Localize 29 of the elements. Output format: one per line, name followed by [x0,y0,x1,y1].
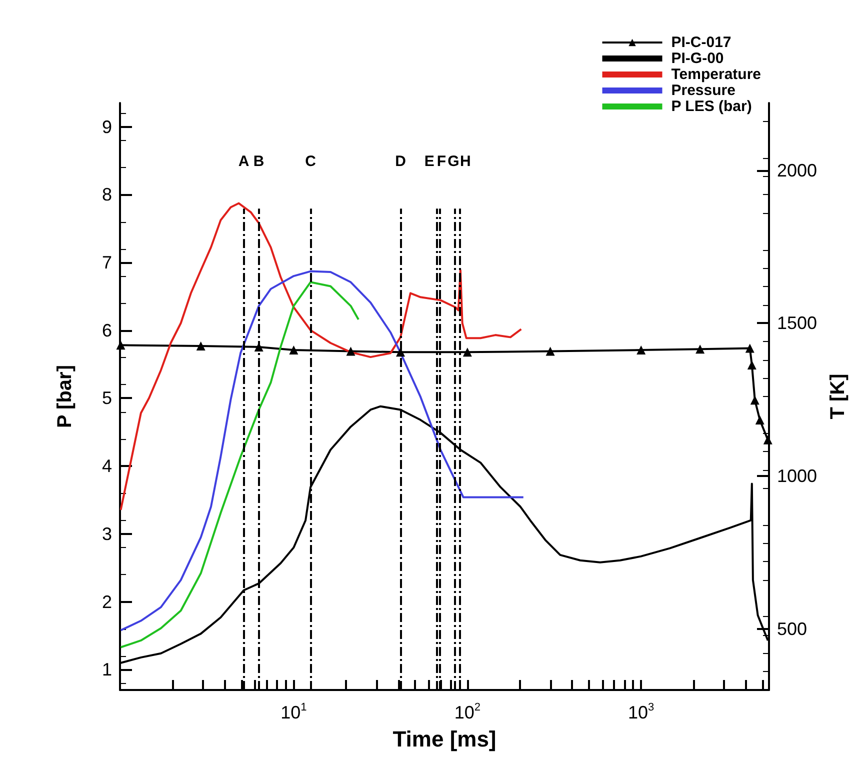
ref-line-label: A [238,153,250,170]
y-tick-label: 2 [102,592,112,612]
y2-tick-label: 500 [777,618,808,639]
y-tick-label: 1 [102,660,112,680]
y-tick-label: 4 [102,456,112,476]
legend-label: Pressure [671,82,736,99]
ref-line-label: E [424,153,434,170]
y-tick-label: 5 [102,388,112,408]
ref-line-label: B [253,153,264,170]
x-axis-title: Time [ms] [392,726,496,752]
y-axis-title: P [bar] [54,365,76,428]
y-tick-label: 8 [102,184,112,205]
legend-label: Temperature [671,66,762,83]
y2-tick-label: 1000 [777,466,818,486]
ref-line-label: D [395,153,406,170]
ref-line-label: G [448,153,460,170]
y-tick-label: 6 [102,320,112,340]
y2-tick-label: 2000 [777,160,818,180]
y-tick-label: 7 [102,252,112,272]
legend-label: P LES (bar) [671,98,752,115]
y2-axis-title: T [K] [826,374,849,420]
y-tick-label: 9 [102,116,112,137]
legend-label: PI-C-017 [671,34,732,51]
y-tick-label: 3 [102,524,112,544]
ref-line-label: F [436,153,446,170]
y2-tick-label: 1500 [777,313,818,334]
legend-label: PI-G-00 [671,50,724,67]
ref-line-label: H [460,153,471,170]
ref-line-label: C [305,153,316,170]
